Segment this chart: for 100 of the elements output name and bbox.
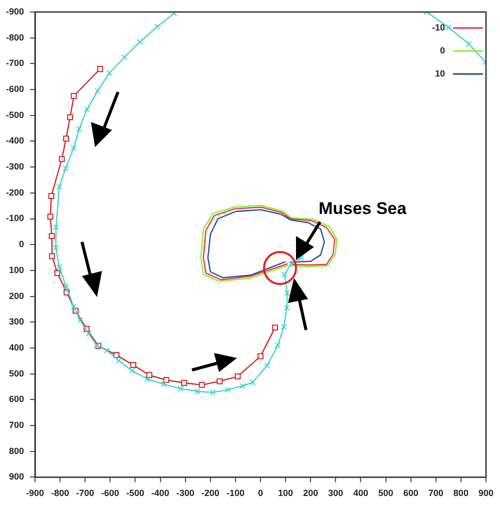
y-tick-label: 800 [8, 446, 24, 456]
x-tick-label: 400 [353, 488, 368, 498]
point [154, 24, 160, 30]
y-tick-label: -900 [6, 6, 24, 16]
point [47, 214, 54, 220]
point [288, 260, 294, 267]
y-tick-label: 700 [8, 420, 24, 430]
point [146, 372, 152, 378]
y-tick-label: -800 [6, 32, 24, 42]
point [466, 40, 472, 47]
x-tick-label: -900 [26, 488, 44, 498]
point [282, 272, 288, 278]
point [104, 348, 110, 354]
point [240, 382, 246, 389]
point [62, 165, 69, 172]
point [58, 156, 65, 162]
point [210, 389, 216, 396]
point [136, 39, 143, 45]
y-tick-label: -500 [6, 110, 24, 120]
y-tick-label: 0 [19, 239, 24, 250]
x-tick-label: -100 [226, 488, 244, 498]
point [49, 253, 56, 260]
point [129, 368, 136, 374]
x-tick-label: -600 [101, 488, 120, 498]
x-tick-label: 900 [478, 488, 494, 498]
point [298, 254, 304, 261]
point [181, 380, 188, 386]
x-tick-label: 0 [258, 488, 264, 498]
x-tick-label: 300 [328, 488, 344, 498]
point [70, 93, 77, 99]
x-tick-label: -400 [151, 488, 170, 498]
x-tick-label: -500 [126, 488, 144, 498]
x-tick-label: -300 [176, 488, 194, 498]
point [48, 193, 54, 199]
point [121, 54, 128, 60]
y-tick-label: -200 [6, 187, 24, 198]
point [77, 317, 84, 324]
point [234, 373, 241, 380]
point [63, 283, 70, 290]
legend-label: 0 [440, 45, 445, 56]
point [56, 184, 62, 190]
point [250, 379, 256, 386]
x-tick-label: 200 [303, 488, 318, 498]
point [198, 382, 205, 388]
annotation: Muses Sea [318, 199, 408, 218]
point [94, 88, 101, 94]
point [194, 388, 200, 394]
point [48, 233, 55, 240]
point [56, 264, 62, 270]
y-tick-label: -600 [6, 84, 24, 94]
point [76, 126, 82, 132]
x-tick-label: 100 [278, 488, 294, 498]
point [116, 358, 122, 364]
point [84, 106, 90, 112]
y-tick-label: 100 [8, 264, 24, 275]
point [70, 304, 77, 310]
point [274, 342, 281, 348]
point [86, 330, 92, 336]
point [258, 353, 264, 360]
y-tick-label: -300 [6, 162, 24, 172]
point [284, 290, 290, 296]
y-tick-label: 900 [8, 472, 24, 482]
point [163, 377, 170, 383]
point [67, 114, 74, 120]
point [106, 70, 112, 76]
point [284, 304, 290, 311]
x-tick-label: -800 [51, 488, 70, 498]
point [216, 378, 223, 384]
point [63, 136, 70, 142]
y-tick-label: 600 [8, 394, 24, 404]
point [113, 352, 120, 358]
point [144, 376, 150, 382]
point [224, 386, 231, 393]
y-tick-label: 500 [8, 368, 24, 378]
point [70, 145, 77, 152]
point [272, 324, 278, 331]
y-tick-label: -100 [6, 213, 24, 224]
x-tick-label: -700 [76, 488, 94, 498]
legend-label: 10 [434, 68, 445, 78]
y-tick-label: 300 [8, 316, 24, 327]
point [130, 362, 136, 368]
y-tick-label: -700 [6, 58, 24, 68]
point [280, 324, 287, 330]
y-tick-label: 400 [8, 342, 24, 352]
point [264, 362, 270, 369]
x-tick-label: 700 [428, 488, 444, 498]
point [54, 270, 60, 276]
point [446, 24, 452, 30]
point [178, 386, 184, 392]
legend-label: -10 [432, 22, 445, 32]
point [52, 244, 59, 251]
point [97, 66, 104, 72]
x-tick-label: 500 [378, 488, 394, 498]
x-tick-label: 800 [453, 488, 468, 498]
point [160, 381, 167, 388]
y-tick-label: -400 [6, 136, 24, 146]
x-tick-label: -200 [201, 488, 220, 498]
y-tick-label: 200 [8, 290, 24, 301]
x-tick-label: 600 [403, 488, 418, 498]
point [53, 224, 60, 230]
